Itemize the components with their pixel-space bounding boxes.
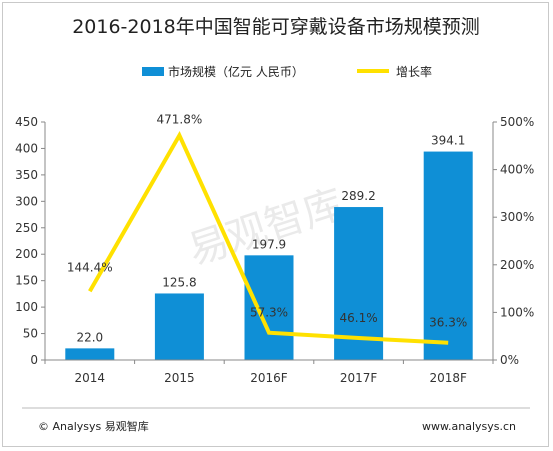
legend-swatch-market-size bbox=[142, 67, 164, 76]
left-axis-tick-label: 250 bbox=[15, 221, 38, 235]
bar-value-label: 125.8 bbox=[162, 275, 196, 289]
right-axis-tick-label: 300% bbox=[500, 210, 534, 224]
left-axis-tick-label: 350 bbox=[15, 168, 38, 182]
right-axis-tick-label: 0% bbox=[500, 353, 519, 367]
left-axis-tick-label: 150 bbox=[15, 274, 38, 288]
right-axis-tick-label: 200% bbox=[500, 258, 534, 272]
chart-frame bbox=[2, 2, 549, 447]
bar-2017F bbox=[334, 207, 384, 360]
growth-rate-line bbox=[88, 131, 449, 345]
left-axis-tick-label: 400 bbox=[15, 141, 38, 155]
growth-line-series: 144.4% 471.8% 57.3% 46.1% 36.3% bbox=[67, 112, 467, 345]
x-axis: 2014 2015 2016F 2017F 2018F bbox=[44, 359, 494, 385]
chart-title: 2016-2018年中国智能可穿戴设备市场规模预测 bbox=[72, 16, 480, 38]
footer-copyright: © Analysys 易观智库 bbox=[38, 419, 149, 433]
growth-rate-label: 57.3% bbox=[250, 306, 288, 320]
x-axis-tick-label: 2015 bbox=[164, 371, 195, 385]
bar-2016F bbox=[244, 255, 294, 360]
x-axis-tick-label: 2014 bbox=[75, 371, 106, 385]
left-axis-tick-label: 100 bbox=[15, 300, 38, 314]
bar-value-label: 197.9 bbox=[252, 237, 286, 251]
bar-value-label: 289.2 bbox=[341, 189, 375, 203]
x-axis-tick-label: 2018F bbox=[429, 371, 467, 385]
growth-rate-label: 46.1% bbox=[340, 311, 378, 325]
left-axis-tick-label: 300 bbox=[15, 194, 38, 208]
right-axis: 0% 100% 200% 300% 400% 500% bbox=[492, 115, 534, 367]
left-axis: 0 50 100 150 200 250 300 350 400 450 bbox=[15, 115, 46, 367]
left-axis-tick-label: 0 bbox=[30, 353, 38, 367]
bar-series: 22.0 125.8 197.9 289.2 394.1 bbox=[65, 134, 473, 360]
legend: 市场规模（亿元 人民币） 增长率 bbox=[142, 64, 432, 79]
footer-website: www.analysys.cn bbox=[422, 420, 516, 433]
right-axis-tick-label: 400% bbox=[500, 163, 534, 177]
bar-2018F bbox=[423, 151, 473, 360]
bar-2015 bbox=[154, 293, 204, 360]
growth-rate-label: 36.3% bbox=[429, 316, 467, 330]
legend-label-growth-rate: 增长率 bbox=[396, 64, 432, 79]
x-axis-tick-label: 2017F bbox=[340, 371, 378, 385]
growth-rate-label: 471.8% bbox=[157, 112, 203, 126]
left-axis-tick-label: 200 bbox=[15, 247, 38, 261]
right-axis-tick-label: 100% bbox=[500, 305, 534, 319]
legend-label-market-size: 市场规模（亿元 人民币） bbox=[168, 64, 304, 79]
bar-value-label: 394.1 bbox=[431, 134, 465, 148]
bar-2014 bbox=[65, 348, 115, 360]
growth-rate-label: 144.4% bbox=[67, 260, 113, 274]
right-axis-tick-label: 500% bbox=[500, 115, 534, 129]
x-axis-tick-label: 2016F bbox=[250, 371, 288, 385]
left-axis-tick-label: 450 bbox=[15, 115, 38, 129]
left-axis-tick-label: 50 bbox=[23, 327, 38, 341]
bar-value-label: 22.0 bbox=[76, 330, 103, 344]
